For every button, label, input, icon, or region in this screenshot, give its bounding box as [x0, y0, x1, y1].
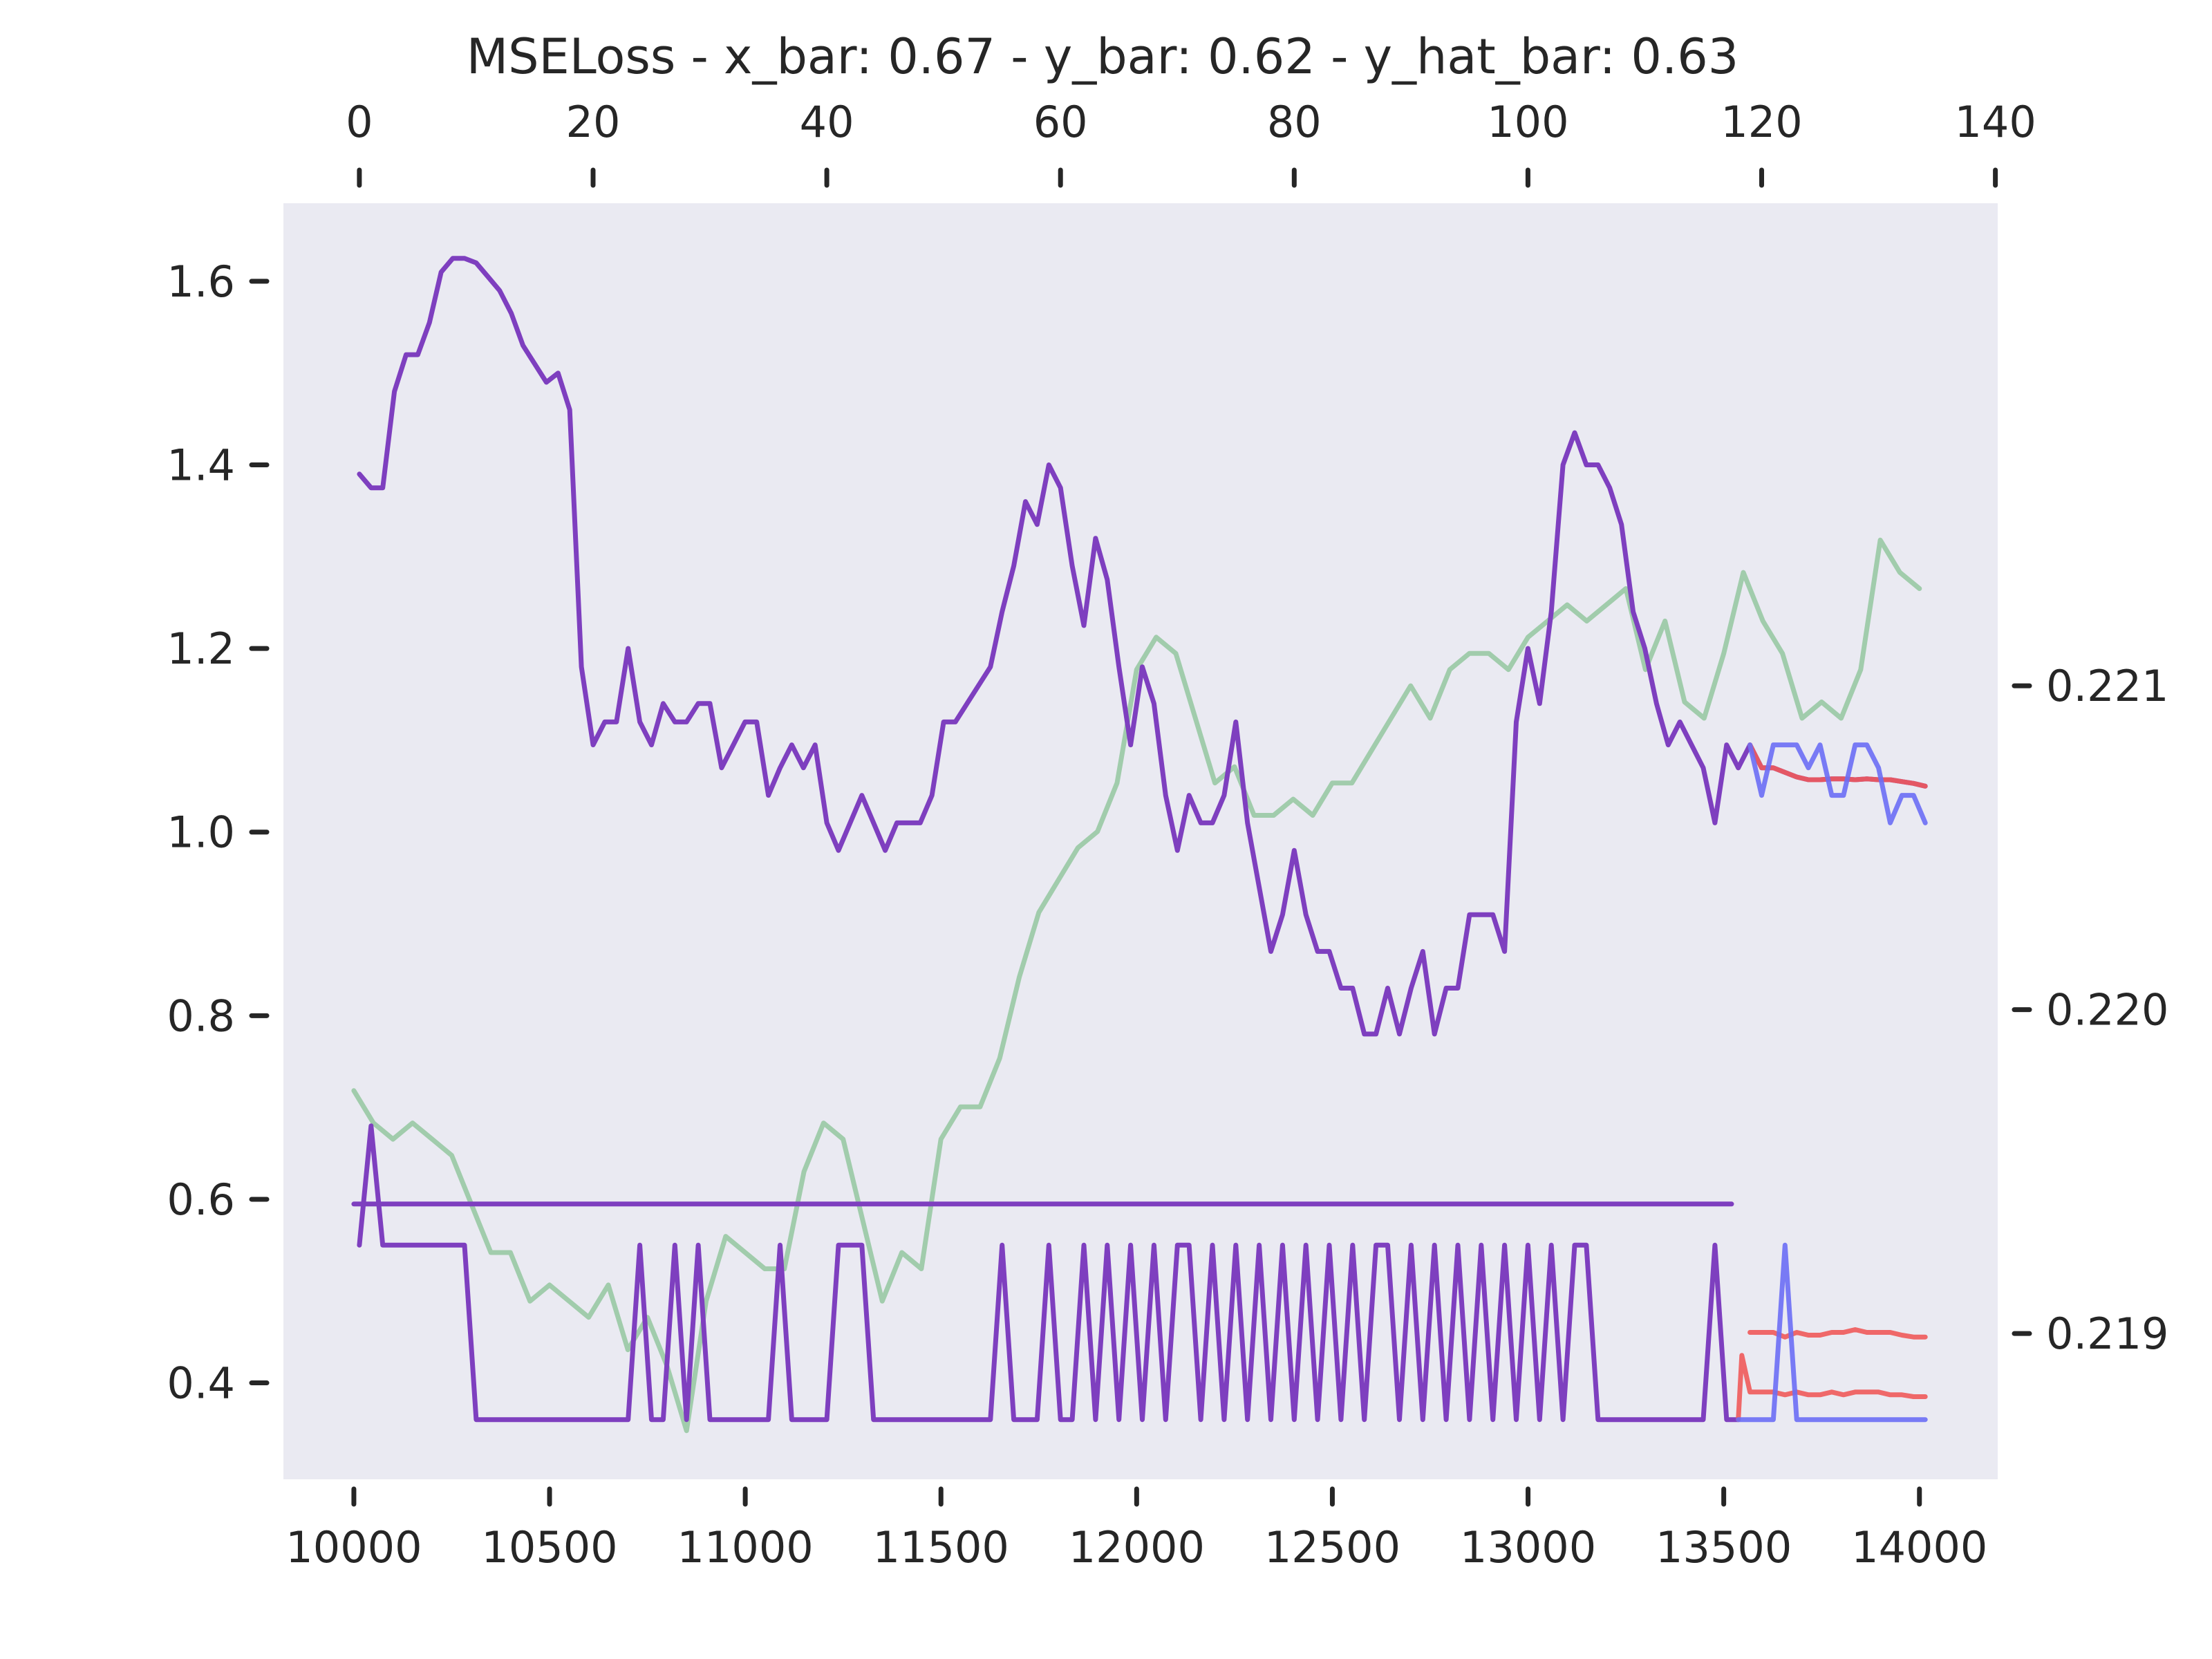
top-x-tick-label: 0: [346, 97, 373, 147]
upper-series-0: [357, 256, 1741, 1037]
top-x-tick-label: 80: [1267, 97, 1322, 147]
left-y-tick-label: 0.8: [167, 991, 235, 1041]
top-x-tick-label: 140: [1954, 97, 2036, 147]
top-x-tick-label: 100: [1487, 97, 1568, 147]
left-y-tick-label: 1.4: [167, 440, 235, 490]
lower-series-1: [1736, 1353, 1928, 1423]
upper-series-3: [1747, 742, 1928, 825]
bottom-x-tick-label: 11000: [677, 1522, 814, 1573]
left-y-tick-label: 0.4: [167, 1358, 235, 1409]
plot-background: [283, 203, 1998, 1479]
bottom-x-tick-label: 10000: [285, 1522, 422, 1573]
bottom-x-tick-label: 12500: [1264, 1522, 1400, 1573]
bottom-x-tick-label: 14000: [1851, 1522, 1987, 1573]
top-x-tick-label: 120: [1721, 97, 1802, 147]
left-y-tick-label: 0.6: [167, 1174, 235, 1225]
left-y-tick-label: 1.6: [167, 256, 235, 307]
lower-series-0: [357, 1123, 1741, 1423]
right-y-tick-label: 0.219: [2046, 1309, 2169, 1359]
bottom-x-tick-label: 10500: [481, 1522, 617, 1573]
series-layer: [351, 256, 1928, 1434]
top-x-tick-label: 60: [1033, 97, 1088, 147]
bottom-x-tick-label: 13500: [1656, 1522, 1792, 1573]
axis-layer: 10000 10500 11000 11500 12000 12500 13000 13500…: [167, 97, 2168, 1573]
right-y-tick-label: 0.220: [2046, 985, 2169, 1035]
right-y-tick-label: 0.221: [2046, 661, 2169, 711]
bottom-x-tick-label: 13000: [1460, 1522, 1596, 1573]
bottom-x-tick-label: 11500: [873, 1522, 1009, 1573]
bottom-x-tick-label: 12000: [1069, 1522, 1205, 1573]
trend-series-0: [351, 537, 1922, 1434]
upper-series-2: [1747, 742, 1928, 789]
lower-series-3: [1736, 1242, 1928, 1423]
left-y-tick-label: 1.0: [167, 807, 235, 858]
top-x-tick-label: 20: [566, 97, 621, 147]
chart-title: MSELoss - x_bar: 0.67 - y_bar: 0.62 - y_…: [467, 28, 1739, 85]
left-y-tick-label: 1.2: [167, 624, 235, 674]
top-x-tick-label: 40: [800, 97, 854, 147]
